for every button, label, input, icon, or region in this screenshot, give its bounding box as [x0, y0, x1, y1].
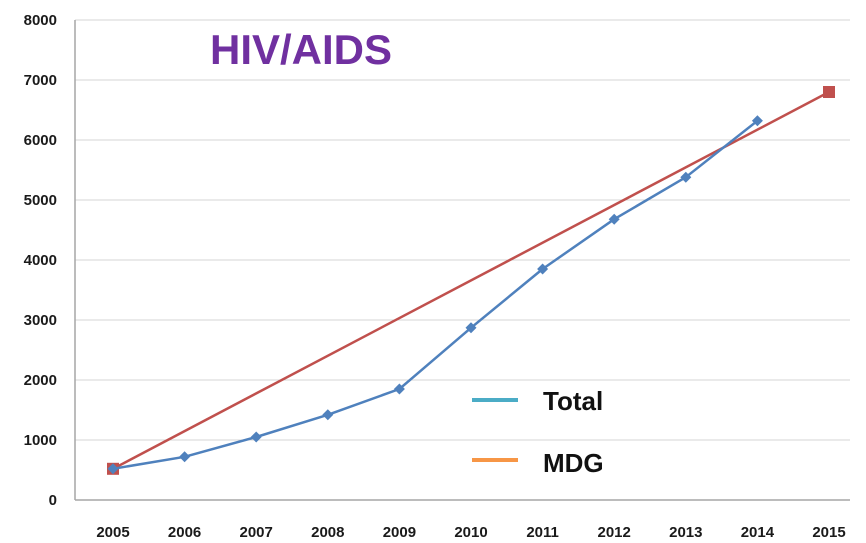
legend-label-mdg: MDG [543, 448, 604, 478]
point-total-2006 [179, 451, 191, 463]
gridlines [75, 19, 850, 441]
x-tick-label-2014: 2014 [741, 524, 775, 541]
y-tick-label-2000: 2000 [24, 372, 57, 389]
point-total-2014 [751, 115, 763, 127]
axes [74, 20, 850, 501]
x-tick-label-2013: 2013 [669, 524, 702, 541]
y-tick-label-5000: 5000 [24, 192, 57, 209]
y-tick-label-4000: 4000 [24, 252, 57, 269]
y-tick-label-0: 0 [49, 492, 57, 509]
x-tick-label-2008: 2008 [311, 524, 344, 541]
point-total-2005 [107, 463, 119, 475]
point-mdg-2015 [823, 86, 835, 98]
series-line-total [112, 119, 759, 471]
series-line-mdg [112, 90, 830, 470]
point-total-2009 [393, 383, 405, 395]
y-tick-labels: 0 1000 2000 3000 4000 5000 6000 7000 8000 [24, 12, 57, 509]
point-total-2008 [322, 409, 334, 421]
x-tick-label-2006: 2006 [168, 524, 201, 541]
x-tick-label-2011: 2011 [526, 524, 559, 541]
x-tick-label-2005: 2005 [96, 524, 129, 541]
x-tick-label-2012: 2012 [598, 524, 631, 541]
legend: Total MDG [472, 386, 604, 478]
x-tick-label-2010: 2010 [454, 524, 487, 541]
x-tick-label-2007: 2007 [240, 524, 273, 541]
series-total [107, 115, 763, 475]
legend-label-total: Total [543, 386, 603, 416]
y-tick-label-6000: 6000 [24, 132, 57, 149]
point-total-2012 [608, 213, 620, 225]
y-tick-label-3000: 3000 [24, 312, 57, 329]
y-tick-label-7000: 7000 [24, 72, 57, 89]
x-tick-label-2015: 2015 [812, 524, 845, 541]
y-tick-label-1000: 1000 [24, 432, 57, 449]
x-tick-label-2009: 2009 [383, 524, 416, 541]
chart-title: HIV/AIDS [210, 26, 392, 73]
point-total-2011 [537, 263, 549, 275]
point-total-2013 [680, 171, 692, 183]
point-total-2007 [250, 431, 262, 443]
point-total-2010 [465, 322, 477, 334]
x-tick-labels: 2005 2006 2007 2008 2009 2010 2011 2012 2013 2014… [96, 524, 845, 541]
data-series [107, 86, 835, 475]
y-tick-label-8000: 8000 [24, 12, 57, 29]
